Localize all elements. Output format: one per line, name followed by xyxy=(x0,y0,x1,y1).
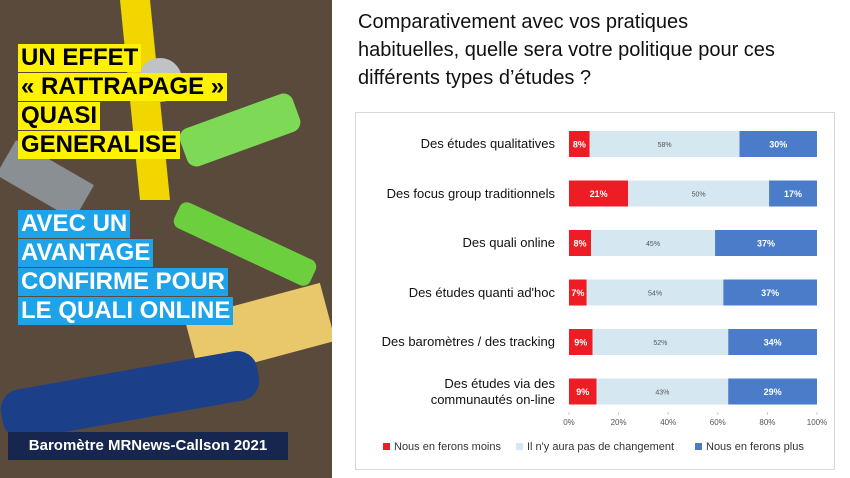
x-tick-label: 20% xyxy=(611,418,627,427)
bar-segment xyxy=(596,378,729,405)
legend-label: Nous en ferons moins xyxy=(394,441,501,453)
bar-segment xyxy=(569,329,593,355)
bar-segment xyxy=(728,378,817,405)
category-label: Des études quanti ad'hoc xyxy=(408,284,555,300)
x-tick-label: 100% xyxy=(807,418,827,427)
bar-segment xyxy=(569,230,592,256)
value-label: 58% xyxy=(658,142,672,149)
bar-segment xyxy=(586,279,724,306)
value-label: 45% xyxy=(646,241,660,248)
legend-label: Il n'y aura pas de changement xyxy=(527,441,674,453)
headline-line: QUASI xyxy=(18,102,101,130)
legend-label: Nous en ferons plus xyxy=(706,441,804,453)
bar-segment xyxy=(569,279,587,306)
x-tick-label: 80% xyxy=(759,418,775,427)
subheadline-line: AVEC UN xyxy=(18,210,131,238)
value-label: 50% xyxy=(692,191,706,198)
value-label: 9% xyxy=(576,387,589,397)
value-label: 37% xyxy=(757,238,775,248)
legend-swatch xyxy=(383,443,390,450)
legend-swatch xyxy=(695,443,702,450)
x-tick-label: 40% xyxy=(660,418,676,427)
subheadline-line: CONFIRME POUR xyxy=(18,268,228,296)
value-label: 43% xyxy=(655,389,669,396)
value-label: 37% xyxy=(761,288,779,298)
bar-segment xyxy=(769,180,817,207)
value-label: 8% xyxy=(573,139,586,149)
bar-segment xyxy=(589,131,740,157)
headline-line: GENERALISE xyxy=(18,131,181,159)
headline-line: « RATTRAPAGE » xyxy=(18,73,228,101)
value-label: 52% xyxy=(653,340,667,347)
value-label: 29% xyxy=(764,387,782,397)
category-label: Des baromètres / des tracking xyxy=(381,334,555,349)
value-label: 21% xyxy=(590,189,608,199)
chart-title: Comparativement avec vos pratiques habit… xyxy=(358,11,775,89)
bar-segment xyxy=(715,230,817,256)
headline: UN EFFET « RATTRAPAGE » QUASI GENERALISE xyxy=(18,44,228,160)
bar-segment xyxy=(569,180,629,207)
value-label: 34% xyxy=(764,337,782,347)
bar-segment xyxy=(628,180,770,207)
subheadline-line: AVANTAGE xyxy=(18,239,154,267)
x-tick-label: 60% xyxy=(710,418,726,427)
value-label: 30% xyxy=(769,139,787,149)
category-label: Des études qualitatives xyxy=(420,136,555,151)
bar-segment xyxy=(728,329,817,355)
value-label: 7% xyxy=(571,288,584,298)
headline-line: UN EFFET xyxy=(18,44,142,72)
bar-segment xyxy=(569,131,590,157)
value-label: 8% xyxy=(574,238,587,248)
bar-segment xyxy=(592,329,729,355)
category-label: Des focus group traditionnels xyxy=(386,185,555,201)
footer: Baromètre MRNews-Callson 2021 xyxy=(8,432,288,460)
background-photo: UN EFFET « RATTRAPAGE » QUASI GENERALISE… xyxy=(0,0,332,478)
bar-segment xyxy=(723,279,817,306)
value-label: 9% xyxy=(574,337,587,347)
x-tick-label: 0% xyxy=(563,418,575,427)
category-label: Des études via des communautés on-line xyxy=(430,375,555,407)
chart-frame xyxy=(355,112,835,470)
value-label: 54% xyxy=(648,290,662,297)
subheadline: AVEC UN AVANTAGE CONFIRME POUR LE QUALI … xyxy=(18,210,234,326)
legend-swatch xyxy=(516,443,523,450)
bar-segment xyxy=(591,230,716,256)
value-label: 17% xyxy=(784,189,802,199)
subheadline-line: LE QUALI ONLINE xyxy=(18,297,234,325)
bar-segment xyxy=(739,131,817,157)
category-label: Des quali online xyxy=(462,235,555,250)
bar-segment xyxy=(569,378,597,405)
